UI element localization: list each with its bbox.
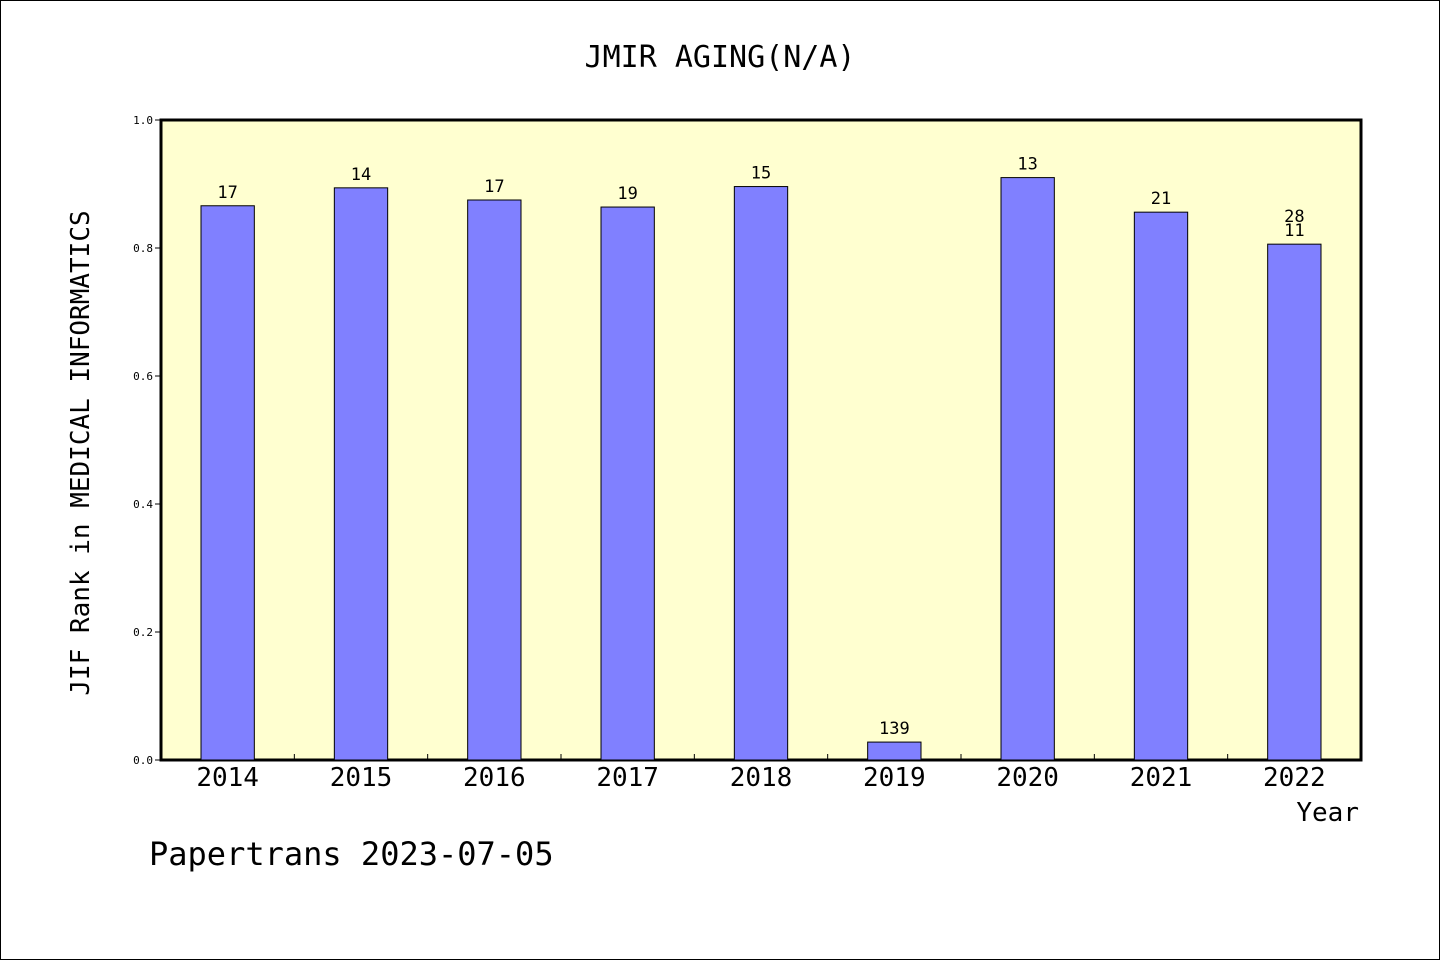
x-tick-label: 2020 bbox=[996, 763, 1059, 793]
footer-stamp: Papertrans 2023-07-05 bbox=[149, 835, 554, 873]
y-tick-label: 0.8 bbox=[133, 242, 153, 255]
bar-data-label: 11 bbox=[1284, 221, 1304, 241]
x-tick-label: 2015 bbox=[330, 763, 393, 793]
y-tick-label: 0.0 bbox=[133, 754, 153, 767]
y-tick-label: 0.2 bbox=[133, 626, 153, 639]
bar-2020 bbox=[1000, 177, 1055, 761]
bar-data-label: 139 bbox=[879, 719, 910, 739]
bar-2014 bbox=[200, 205, 255, 761]
x-tick-label: 2022 bbox=[1263, 763, 1326, 793]
bar-data-label: 13 bbox=[1017, 155, 1037, 175]
bar-data-label: 15 bbox=[751, 164, 771, 184]
x-axis-ticks: 2014 2015 2016 2017 2018 2019 2020 2021 2022 bbox=[196, 754, 1326, 793]
x-tick-label: 2017 bbox=[596, 763, 659, 793]
bar-data-label: 17 bbox=[217, 183, 237, 203]
y-axis-title: JIF Rank in MEDICAL INFORMATICS bbox=[66, 210, 96, 695]
bar-2018 bbox=[733, 186, 789, 761]
bar-data-label: 19 bbox=[617, 184, 637, 204]
bar-2022 bbox=[1267, 243, 1322, 761]
x-tick-label: 2018 bbox=[730, 763, 793, 793]
bar-data-label: 14 bbox=[351, 165, 371, 185]
bar-data-label: 17 bbox=[484, 177, 504, 197]
x-axis-title: Year bbox=[1296, 798, 1359, 828]
y-tick-label: 0.6 bbox=[133, 370, 153, 383]
bar-data-label: 28 bbox=[1284, 207, 1304, 227]
x-tick-label: 2019 bbox=[863, 763, 926, 793]
x-tick-label: 2016 bbox=[463, 763, 526, 793]
chart-title: JMIR AGING(N/A) bbox=[585, 40, 856, 75]
x-tick-label: 2014 bbox=[196, 763, 259, 793]
y-tick-label: 1.0 bbox=[133, 114, 153, 127]
y-tick-label: 0.4 bbox=[133, 498, 153, 511]
bar-series bbox=[200, 177, 1322, 761]
bar-2019 bbox=[867, 741, 922, 761]
bar-2017 bbox=[600, 206, 655, 761]
x-tick-label: 2021 bbox=[1130, 763, 1193, 793]
bar-data-label: 21 bbox=[1151, 189, 1171, 209]
bar-2016 bbox=[467, 199, 522, 761]
bar-2015 bbox=[333, 187, 389, 761]
y-axis-ticks: 0.0 0.2 0.4 0.6 0.8 1.0 bbox=[133, 114, 161, 767]
bar-2021 bbox=[1133, 211, 1189, 761]
